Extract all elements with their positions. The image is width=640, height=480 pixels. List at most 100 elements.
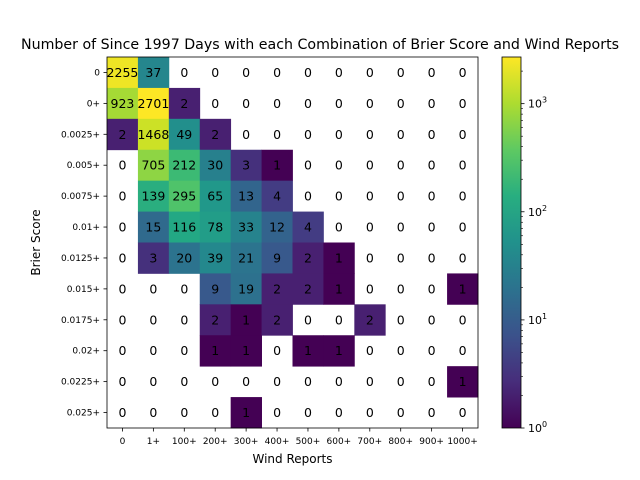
cell-value-label: 0 (304, 189, 312, 204)
cell-value-label: 0 (211, 65, 219, 80)
heatmap-cell (137, 211, 170, 243)
cell-value-label: 1 (242, 312, 250, 327)
heatmap-cell (199, 118, 232, 151)
cell-value-label: 0 (366, 374, 374, 389)
cell-value-label: 2255 (107, 65, 139, 80)
cell-value-label: 19 (238, 281, 254, 296)
cell-value-label: 0 (397, 127, 405, 142)
cell-value-label: 0 (242, 374, 250, 389)
cell-value-label: 2 (304, 250, 312, 265)
heatmap-cell (199, 273, 232, 305)
cell-value-label: 0 (118, 281, 126, 296)
cell-value-label: 0 (118, 312, 126, 327)
x-tick-label: 300+ (234, 437, 259, 447)
x-tick-label: 0 (120, 437, 126, 447)
cell-value-label: 2701 (137, 96, 169, 111)
cell-value-label: 0 (304, 158, 312, 173)
cell-value-label: 0 (397, 405, 405, 420)
heatmap-cell (168, 118, 201, 151)
plot-frame (106, 56, 479, 429)
colorbar-ticks: 100 101 102 103 (521, 70, 547, 435)
y-tick-label: 0.0075+ (61, 192, 100, 202)
x-tick-label: 1+ (147, 437, 160, 447)
heatmap-cell (230, 242, 262, 274)
cell-value-label: 0 (273, 127, 281, 142)
heatmap-cell (168, 180, 201, 212)
cell-value-label: 21 (238, 250, 254, 265)
cell-value-label: 0 (149, 343, 157, 358)
y-tick-label: 0.02+ (72, 347, 100, 357)
cell-value-label: 9 (273, 250, 281, 265)
heatmap-cell (261, 149, 293, 182)
cell-value-label: 0 (459, 158, 467, 173)
heatmap-cell (230, 397, 262, 429)
cell-value-label: 2 (118, 127, 126, 142)
cell-value-label: 0 (459, 250, 467, 265)
cell-value-label: 0 (149, 281, 157, 296)
cell-value-label: 0 (366, 189, 374, 204)
heatmap-cell (137, 57, 170, 89)
x-tick-label: 600+ (327, 437, 352, 447)
cell-value-label: 0 (366, 220, 374, 235)
cell-value-label: 0 (335, 96, 343, 111)
heatmap-cell (292, 211, 324, 243)
heatmap-cell (292, 335, 324, 367)
cell-value-label: 2 (211, 127, 219, 142)
heatmap-cell (230, 304, 262, 336)
cell-value-label: 0 (397, 250, 405, 265)
cell-value-label: 4 (273, 189, 281, 204)
x-tick-label: 800+ (388, 437, 413, 447)
cell-value-label: 1 (242, 405, 250, 420)
cell-value-label: 0 (180, 65, 188, 80)
y-tick-label: 0.015+ (67, 285, 100, 295)
y-tick-label: 0.025+ (67, 409, 100, 419)
cell-value-label: 0 (397, 343, 405, 358)
y-axis-ticks: 0 0+ 0.0025+ 0.005+ 0.0075+ 0.01+ 0.0125+ 0.015… (61, 68, 107, 419)
chart-title: Number of Since 1997 Days with each Comb… (21, 37, 619, 53)
cell-value-label: 3 (149, 250, 157, 265)
cell-value-label: 0 (118, 374, 126, 389)
heatmap-cell (107, 57, 139, 89)
cell-value-label: 0 (118, 189, 126, 204)
y-tick-label: 0.005+ (67, 161, 100, 171)
y-tick-label: 0.0025+ (61, 130, 100, 140)
heatmap-cell (199, 180, 232, 212)
heatmap-cell (230, 273, 262, 305)
cell-value-label: 2 (304, 281, 312, 296)
cell-value-label: 0 (335, 158, 343, 173)
heatmap-cell (230, 335, 262, 367)
cell-value-label: 0 (428, 127, 436, 142)
cell-value-label: 0 (118, 343, 126, 358)
cell-value-label: 0 (428, 281, 436, 296)
cell-value-label: 0 (459, 220, 467, 235)
cell-value-label: 2 (180, 96, 188, 111)
heatmap-cell (354, 304, 386, 336)
heatmap-cell (323, 242, 355, 274)
heatmap-cell (292, 242, 324, 274)
heatmap-cell (107, 87, 139, 120)
cell-value-label: 1 (211, 343, 219, 358)
heatmap-cell (199, 149, 232, 182)
heatmap-cell (323, 335, 355, 367)
heatmap-cell (137, 118, 170, 151)
cell-value-label: 0 (397, 281, 405, 296)
cell-value-label: 0 (428, 220, 436, 235)
cell-value-label: 0 (459, 312, 467, 327)
cell-value-label: 0 (335, 220, 343, 235)
cell-value-label: 0 (459, 405, 467, 420)
cell-value-label: 139 (141, 189, 165, 204)
cell-value-label: 49 (176, 127, 192, 142)
cell-value-label: 0 (211, 374, 219, 389)
heatmap-cells (107, 57, 479, 429)
cell-value-label: 2 (211, 312, 219, 327)
cell-value-label: 0 (428, 374, 436, 389)
cell-value-label: 0 (304, 65, 312, 80)
heatmap-cell (107, 118, 139, 151)
cell-value-label: 1 (242, 343, 250, 358)
cell-value-label: 2 (366, 312, 374, 327)
cell-value-label: 0 (211, 405, 219, 420)
cell-value-label: 0 (428, 312, 436, 327)
cell-value-label: 3 (242, 158, 250, 173)
x-tick-label: 200+ (203, 437, 228, 447)
